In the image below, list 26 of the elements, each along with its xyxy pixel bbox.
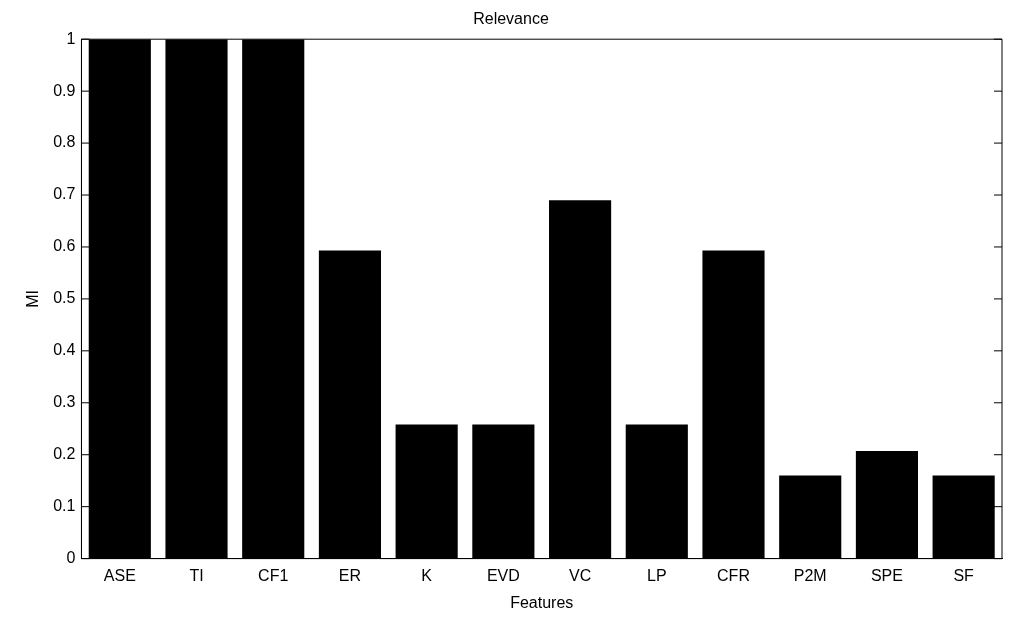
y-tick-label: 0.2	[53, 445, 76, 463]
y-axis-title: MI	[24, 290, 42, 308]
x-axis-title: Features	[510, 593, 574, 611]
y-tick-label: 0.3	[53, 393, 76, 411]
y-tick-label: 0.4	[53, 341, 76, 359]
x-tick-label: ER	[338, 566, 362, 584]
x-tick-label: CFR	[717, 566, 750, 584]
x-tick-label: TI	[189, 566, 204, 584]
y-tick-label: 1	[66, 29, 76, 47]
x-tick-label: LP	[647, 566, 667, 584]
y-tick-label: 0.1	[53, 497, 76, 515]
y-tick-label: 0	[66, 549, 76, 567]
chart-title: Relevance	[473, 10, 549, 28]
x-tick-label: P2M	[793, 566, 827, 584]
x-tick-label: SF	[953, 566, 975, 584]
y-tick-label: 0.5	[53, 289, 76, 307]
y-tick-label: 0.7	[53, 185, 76, 203]
x-tick-label: VC	[568, 566, 592, 584]
x-tick-label: CF1	[258, 566, 289, 584]
x-tick-label: K	[421, 566, 433, 584]
x-tick-label: SPE	[870, 566, 903, 584]
y-tick-label: 0.6	[53, 237, 76, 255]
x-tick-label: ASE	[103, 566, 136, 584]
y-tick-label: 0.8	[53, 133, 76, 151]
x-tick-label: EVD	[486, 566, 520, 584]
y-tick-label: 0.9	[53, 81, 76, 99]
